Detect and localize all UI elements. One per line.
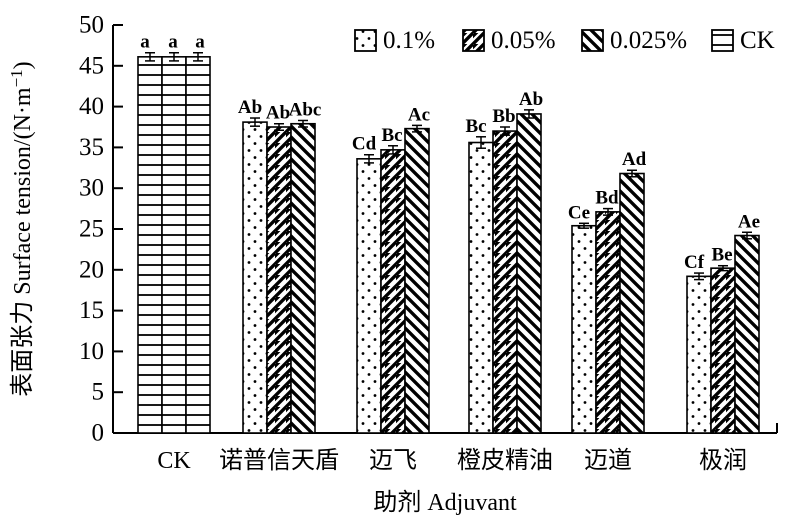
significance-letter: Bb	[492, 106, 515, 127]
bar-迈道-0.025%	[619, 172, 645, 434]
error-bar	[627, 169, 637, 178]
y-tick-label: 10	[79, 338, 104, 365]
legend-swatch-dots	[354, 29, 377, 52]
bar-极润-0.1%	[686, 275, 712, 434]
error-bar	[603, 207, 613, 216]
error-bar	[579, 222, 589, 229]
error-bar	[412, 124, 422, 133]
y-tick-label: 25	[79, 216, 104, 243]
significance-letter: Bd	[595, 188, 619, 209]
error-bar	[524, 109, 534, 119]
y-axis-title: 表面张力 Surface tension/(N·m−1)	[7, 61, 36, 396]
x-category-label: 诺普信天盾	[219, 447, 339, 474]
legend-swatch-horizontal-lines	[711, 29, 734, 52]
y-tick-label: 35	[79, 134, 104, 161]
x-category-label: 极润	[699, 447, 747, 474]
x-category-label: CK	[157, 448, 191, 474]
bar-迈道-0.1%	[571, 224, 597, 434]
y-tick-label: 5	[92, 379, 105, 406]
error-bar	[500, 126, 510, 136]
significance-letter: Be	[711, 245, 732, 266]
bar-橙皮精油-0.05%	[492, 130, 518, 434]
bar-橙皮精油-0.025%	[516, 113, 542, 434]
legend-label: CK	[740, 27, 775, 54]
bar-极润-0.025%	[734, 234, 760, 434]
error-bar	[388, 145, 398, 155]
bar-迈飞-0.025%	[404, 127, 430, 434]
significance-letter: a	[168, 32, 178, 53]
error-bar	[145, 51, 155, 62]
error-bar	[742, 231, 752, 240]
error-bar	[169, 51, 179, 62]
significance-letter: a	[140, 32, 150, 53]
significance-letter: Ce	[568, 202, 590, 223]
y-tick-label: 15	[79, 297, 104, 324]
bar-诺普信天盾-0.05%	[266, 126, 292, 434]
error-bar	[718, 264, 728, 272]
significance-letter: Abc	[289, 99, 322, 120]
error-bar	[476, 136, 486, 149]
error-bar	[274, 122, 284, 132]
bar-迈飞-0.05%	[380, 149, 406, 434]
y-tick-label: 0	[92, 420, 105, 447]
significance-letter: Bc	[465, 116, 486, 137]
bar-橙皮精油-0.1%	[468, 141, 494, 434]
x-axis-title: 助剂 Adjuvant	[373, 489, 517, 516]
significance-letter: Ab	[266, 103, 290, 124]
significance-letter: Cd	[352, 134, 377, 155]
bar-诺普信天盾-0.1%	[242, 121, 268, 434]
bar-诺普信天盾-0.025%	[290, 122, 316, 434]
x-category-label: 迈飞	[369, 448, 417, 474]
bar-迈飞-0.1%	[356, 158, 382, 434]
error-bar	[250, 117, 260, 127]
x-category-label: 迈道	[584, 447, 632, 474]
y-tick-label: 20	[79, 256, 104, 283]
significance-letter: Ad	[622, 149, 647, 170]
significance-letter: Ab	[238, 97, 262, 118]
legend-swatch-diag-forward	[462, 29, 485, 52]
y-tick-label: 30	[79, 175, 104, 202]
error-bar	[694, 272, 704, 281]
significance-letter: Ac	[408, 104, 430, 125]
significance-letter: Bc	[381, 125, 402, 146]
legend-label: 0.1%	[383, 27, 435, 54]
bar-CK-0.05%	[161, 56, 187, 434]
significance-letter: Ab	[519, 89, 543, 110]
x-category-label: 橙皮精油	[457, 447, 553, 474]
error-bar	[298, 119, 308, 128]
legend-swatch-diag-backward	[581, 29, 604, 52]
y-tick-label: 40	[79, 93, 104, 120]
error-bar	[193, 51, 203, 62]
bar-CK-0.025%	[185, 56, 211, 434]
y-tick-label: 50	[79, 12, 104, 39]
bar-CK-0.1%	[137, 56, 163, 434]
y-tick-label: 45	[79, 52, 104, 79]
legend-label: 0.05%	[491, 27, 556, 54]
significance-letter: a	[195, 32, 205, 53]
significance-letter: Ae	[738, 211, 760, 232]
error-bar	[364, 153, 374, 164]
legend-label: 0.025%	[610, 27, 687, 54]
bar-极润-0.05%	[710, 267, 736, 434]
significance-letter: Cf	[684, 252, 705, 273]
bar-迈道-0.05%	[595, 211, 621, 434]
